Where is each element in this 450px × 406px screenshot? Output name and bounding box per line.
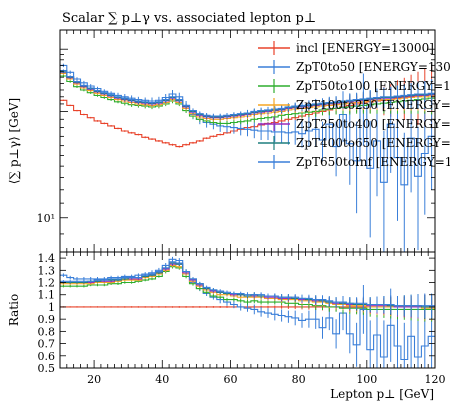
- ratio-y-axis-label: Ratio: [7, 294, 21, 326]
- main-y-axis-label: ⟨∑ p⊥γ⟩ [GeV]: [7, 98, 21, 184]
- legend-label: ZpT100to250 [ENERGY=13000]: [296, 98, 450, 112]
- main-step-line: [60, 70, 435, 117]
- ratio-series-group: [60, 256, 435, 368]
- legend-item-zpt400to650-energy-13000: ZpT400to650 [ENERGY=13000]: [258, 136, 450, 150]
- ratio-y-tick-label: 0.7: [38, 338, 56, 351]
- legend-label: ZpT50to100 [ENERGY=13000]: [296, 79, 450, 93]
- ratio-plot-frame: [59, 251, 436, 369]
- ratio-y-tick-label: 0.5: [38, 362, 56, 375]
- main-plot: 10¹ ⟨∑ p⊥γ⟩ [GeV] incl [ENERGY=13000] ZpT…: [7, 29, 450, 253]
- x-tick-label: 80: [292, 373, 306, 386]
- ratio-series-zpt0to50-energy-13000: [60, 256, 435, 368]
- main-step-line: [60, 75, 435, 124]
- x-tick-label: 20: [87, 373, 101, 386]
- main-series-group: [60, 63, 435, 252]
- x-axis-label: Lepton p⊥ [GeV]: [330, 387, 434, 401]
- ratio-y-tick-label: 1.4: [38, 252, 56, 265]
- ratio-y-tick-label: 1.3: [38, 264, 56, 277]
- x-tick-label: 60: [223, 373, 237, 386]
- ratio-y-tick-label: 1: [48, 301, 55, 314]
- ratio-step-line: [60, 261, 435, 307]
- legend-label: ZpT650toInf [ENERGY=13000]: [296, 155, 450, 169]
- legend-item-incl-energy-13000: incl [ENERGY=13000]: [258, 41, 434, 55]
- legend-item-zpt250to400-energy-13000: ZpT250to400 [ENERGY=13000]: [258, 117, 450, 131]
- legend-label: ZpT400to650 [ENERGY=13000]: [296, 136, 450, 150]
- ratio-series-zpt100to250-energy-13000: [60, 263, 435, 321]
- ratio-y-tick-label: 0.9: [38, 313, 56, 326]
- ratio-y-ticks: 0.50.60.70.80.911.11.21.31.4: [38, 252, 435, 375]
- ratio-y-tick-label: 1.1: [38, 289, 56, 302]
- x-tick-label: 120: [425, 373, 446, 386]
- legend-item-zpt50to100-energy-13000: ZpT50to100 [ENERGY=13000]: [258, 79, 450, 93]
- legend-label: ZpT250to400 [ENERGY=13000]: [296, 117, 450, 131]
- legend-item-zpt0to50-energy-13000: ZpT0to50 [ENERGY=13000]: [258, 60, 450, 74]
- ratio-step-line: [60, 266, 435, 310]
- legend-item-zpt100to250-energy-13000: ZpT100to250 [ENERGY=13000]: [258, 98, 450, 112]
- x-ticks: 20 40 60 80 100 120: [59, 30, 446, 386]
- chart-title: Scalar ∑ p⊥γ vs. associated lepton p⊥: [62, 11, 316, 26]
- legend-item-zpt650toinf-energy-13000: ZpT650toInf [ENERGY=13000]: [258, 155, 450, 169]
- ratio-series-zpt650toinf-energy-13000: [60, 259, 435, 318]
- ratio-y-tick-label: 0.8: [38, 325, 56, 338]
- ratio-y-tick-label: 1.2: [38, 277, 56, 290]
- ratio-y-tick-label: 0.6: [38, 350, 56, 363]
- ratio-plot: 0.50.60.70.80.911.11.21.31.4 20 40 60 80 100…: [7, 30, 446, 401]
- legend-label: ZpT0to50 [ENERGY=13000]: [296, 60, 450, 74]
- x-tick-label: 100: [356, 373, 377, 386]
- legend-label: incl [ENERGY=13000]: [296, 41, 434, 55]
- legend: incl [ENERGY=13000] ZpT0to50 [ENERGY=1300…: [258, 41, 450, 169]
- x-tick-label: 40: [155, 373, 169, 386]
- main-y-tick-label: 10¹: [37, 212, 55, 225]
- main-step-line: [60, 72, 435, 120]
